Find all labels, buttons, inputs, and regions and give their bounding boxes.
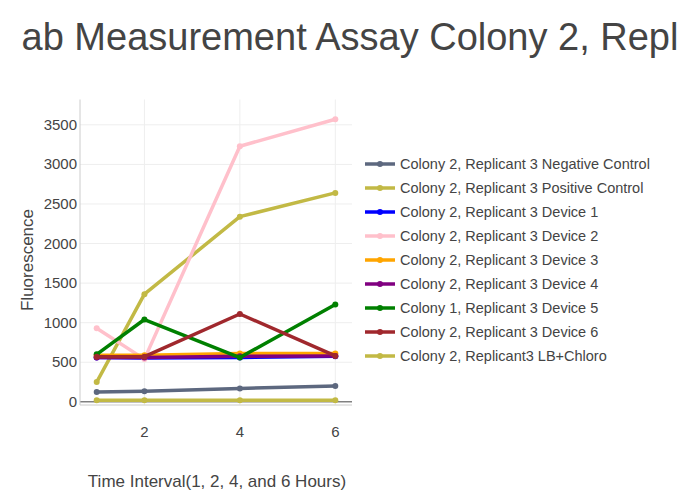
- series-marker: [237, 355, 243, 361]
- series-marker: [332, 190, 338, 196]
- series-marker: [94, 354, 100, 360]
- chart-container: 2 4 6 0 500 1000 1500 2000 2500 3000 3500 Colony 2,…: [0, 0, 700, 500]
- legend-marker: [377, 353, 383, 359]
- legend-label: Colony 2, Replicant 3 Device 3: [400, 252, 598, 268]
- series-marker: [237, 385, 243, 391]
- series-marker: [237, 397, 243, 403]
- series-marker: [237, 143, 243, 149]
- y-grid-line: [80, 362, 352, 363]
- background: [0, 0, 700, 500]
- series-marker: [332, 397, 338, 403]
- series-marker: [237, 311, 243, 317]
- series-marker: [94, 355, 100, 361]
- legend-marker: [377, 305, 383, 311]
- x-axis-line: [80, 405, 352, 406]
- legend-marker: [377, 329, 383, 335]
- legend-marker: [377, 233, 383, 239]
- legend-label: Colony 2, Replicant 3 Device 2: [400, 228, 598, 244]
- y-axis-title: Fluorescence: [18, 209, 37, 311]
- legend-label: Colony 2, Replicant 3 Device 6: [400, 324, 598, 340]
- series-marker: [332, 353, 338, 359]
- y-tick-label: 2500: [44, 195, 77, 212]
- y-tick-label: 1000: [44, 314, 77, 331]
- series-line: [97, 399, 336, 403]
- chart-title: ab Measurement Assay Colony 2, Repl: [22, 16, 679, 58]
- legend-marker: [377, 185, 383, 191]
- series-line: [97, 314, 336, 357]
- x-tick-label: 4: [236, 423, 244, 440]
- y-tick-label: 2000: [44, 235, 77, 252]
- series-marker: [94, 397, 100, 403]
- series-marker: [332, 301, 338, 307]
- series-marker: [94, 379, 100, 385]
- y-tick-label: 1500: [44, 274, 77, 291]
- legend-label: Colony 2, Replicant 3 Positive Control: [400, 180, 643, 196]
- series-line: [97, 304, 336, 357]
- y-tick-label: 500: [52, 353, 77, 370]
- series-marker: [141, 388, 147, 394]
- series-line: [97, 386, 336, 392]
- series-marker: [237, 214, 243, 220]
- y-tick-label: 3500: [44, 116, 77, 133]
- x-axis-title: Time Interval(1, 2, 4, and 6 Hours): [88, 472, 346, 491]
- series-marker: [94, 325, 100, 331]
- series-marker: [141, 355, 147, 361]
- series-line: [97, 193, 336, 382]
- series-marker: [94, 389, 100, 395]
- y-grid-line: [80, 243, 352, 244]
- chart-svg: 2 4 6 0 500 1000 1500 2000 2500 3000 3500 Colony 2,…: [0, 0, 700, 500]
- series-marker: [332, 353, 338, 359]
- legend-marker: [377, 209, 383, 215]
- series-marker: [237, 355, 243, 361]
- series-marker: [141, 354, 147, 360]
- legend-label: Colony 1, Replicant 3 Device 5: [400, 300, 598, 316]
- legend-marker: [377, 161, 383, 167]
- series-marker: [332, 383, 338, 389]
- series-marker: [94, 355, 100, 361]
- plot-area: [94, 116, 339, 403]
- series-marker: [141, 397, 147, 403]
- x-tick-label: 2: [140, 423, 148, 440]
- series-marker: [332, 116, 338, 122]
- y-tick-label: 0: [69, 393, 77, 410]
- y-grid-line: [80, 283, 352, 284]
- y-grid-line: [80, 164, 352, 165]
- x-tick-label: 6: [331, 423, 339, 440]
- legend-label: Colony 2, Replicant 3 Device 1: [400, 204, 598, 220]
- series-line: [97, 119, 336, 359]
- series-marker: [141, 317, 147, 323]
- legend-label: Colony 2, Replicant 3 Negative Control: [400, 156, 650, 172]
- y-tick-label: 3000: [44, 155, 77, 172]
- legend-label: Colony 2, Replicant3 LB+Chloro: [400, 348, 607, 364]
- legend-marker: [377, 257, 383, 263]
- legend-label: Colony 2, Replicant 3 Device 4: [400, 276, 598, 292]
- series-marker: [141, 291, 147, 297]
- series-marker: [332, 353, 338, 359]
- y-axis-line: [80, 100, 81, 406]
- legend-marker: [377, 281, 383, 287]
